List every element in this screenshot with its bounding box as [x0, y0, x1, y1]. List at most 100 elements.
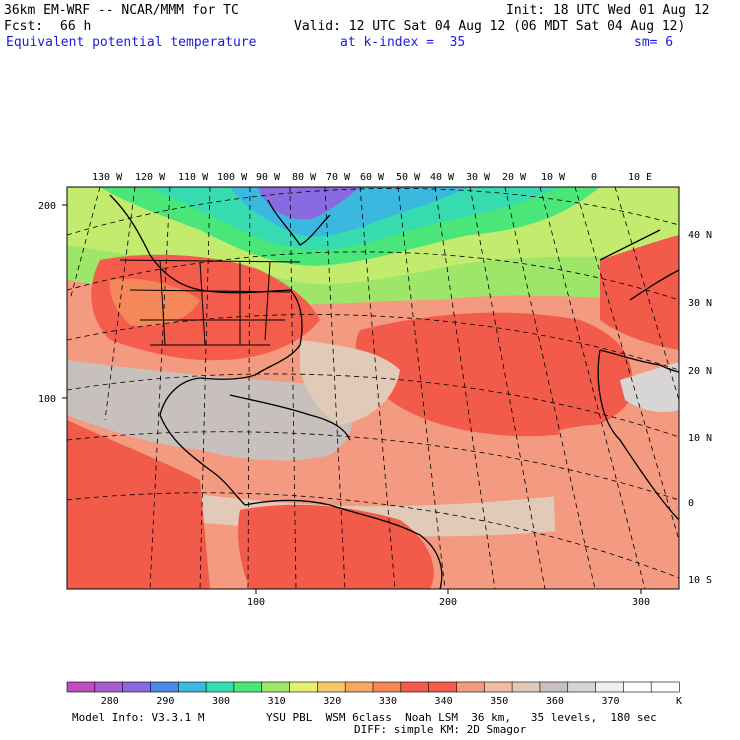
- color-legend-swatch: [66, 681, 96, 693]
- field-shading: [67, 187, 679, 589]
- color-legend-swatch: [372, 681, 402, 693]
- color-legend-label: 310: [268, 696, 286, 707]
- diffusion-info: DIFF: simple KM: 2D Smagor: [354, 723, 527, 736]
- color-legend-swatch: [122, 681, 152, 693]
- color-legend-label: 330: [379, 696, 397, 707]
- longitude-labels: 130 W 120 W 110 W 100 W 90 W 80 W 70 W 6…: [92, 172, 652, 183]
- color-legend-label: 320: [323, 696, 341, 707]
- lon-label: 10 E: [628, 172, 652, 183]
- lon-label: 10 W: [541, 172, 566, 183]
- field-sahara: [620, 362, 679, 412]
- lon-label: 50 W: [396, 172, 421, 183]
- smoothing-value: sm= 6: [634, 35, 674, 50]
- color-legend-label: 350: [490, 696, 508, 707]
- level-index: at k-index = 35: [340, 35, 466, 50]
- color-legend-swatch: [456, 681, 485, 693]
- lon-label: 30 W: [466, 172, 491, 183]
- color-legend-swatch: [205, 681, 235, 693]
- color-legend-swatch: [511, 681, 541, 693]
- lat-label: 10 S: [688, 575, 712, 586]
- latitude-labels: 40 N 30 N 20 N 10 N 0 10 S: [688, 230, 712, 586]
- coastlines: [109, 194, 679, 589]
- meridian-80w: [289, 187, 297, 589]
- field-east-warm: [600, 235, 679, 350]
- lon-label: 130 W: [92, 172, 123, 183]
- meridian-120w: [104, 187, 136, 421]
- lon-label: 100 W: [217, 172, 248, 183]
- color-legend-label: 340: [435, 696, 453, 707]
- color-legend-labels: 280 290 300 310 320 330 340 350 360 370: [101, 696, 620, 707]
- model-title: 36km EM-WRF -- NCAR/MMM for TC: [4, 3, 239, 18]
- meridian-60w: [359, 187, 396, 589]
- us-state-lines: [119, 259, 301, 346]
- map-frame: [66, 186, 680, 590]
- frame-ticks: [62, 204, 642, 594]
- color-legend-label: 360: [546, 696, 564, 707]
- parallel-0: [67, 431, 679, 501]
- color-legend-swatch: [567, 681, 597, 693]
- color-legend-swatch: [177, 681, 207, 693]
- color-legend-swatch: [94, 681, 124, 693]
- lon-label: 60 W: [360, 172, 385, 183]
- africa-coast: [597, 349, 679, 521]
- color-legend-label: 370: [601, 696, 619, 707]
- grid-label-y-200: 200: [38, 201, 56, 212]
- parallel-20n: [67, 314, 679, 371]
- meridian-130w: [69, 187, 101, 301]
- caribbean-islands: [229, 394, 351, 441]
- color-legend-swatch: [539, 681, 569, 693]
- color-legend-swatch: [261, 681, 291, 693]
- parallel-40n: [67, 188, 679, 236]
- lat-label: 0: [688, 498, 694, 509]
- color-legend-swatch: [650, 681, 680, 693]
- color-legend-label: 290: [156, 696, 174, 707]
- europe-coast: [599, 229, 679, 301]
- meridian-110w: [149, 187, 171, 589]
- color-legend-swatch: [344, 681, 374, 693]
- meridian-70w: [324, 187, 346, 589]
- model-info: Model Info: V3.3.1 M: [72, 711, 205, 724]
- color-legend-swatch: [150, 681, 179, 693]
- meridian-20w: [504, 187, 596, 589]
- lon-label: 20 W: [502, 172, 527, 183]
- physics-info: YSU PBL WSM 6class Noah LSM 36 km, 35 le…: [266, 711, 657, 724]
- color-legend-swatch: [623, 681, 652, 693]
- field-name: Equivalent potential temperature: [6, 35, 257, 50]
- parallel-30n: [67, 251, 679, 301]
- color-legend-swatch: [233, 681, 263, 693]
- lon-label: 0: [591, 172, 597, 183]
- color-legend-swatch: [483, 681, 513, 693]
- color-legend-swatch: [289, 681, 318, 693]
- init-time: Init: 18 UTC Wed 01 Aug 12: [506, 3, 710, 18]
- meridian-40w: [434, 187, 496, 589]
- meridian-10e: [614, 187, 679, 401]
- lat-label: 40 N: [688, 230, 712, 241]
- color-legend-unit: K: [676, 696, 682, 707]
- forecast-label: Fcst:: [4, 19, 44, 34]
- forecast-hour: 66 h: [60, 19, 92, 34]
- grid-label-x-200: 200: [439, 597, 457, 608]
- meridian-100w: [199, 187, 211, 589]
- parallel-10n: [67, 373, 679, 438]
- meridian-50w: [397, 187, 446, 589]
- color-legend-label: 300: [212, 696, 230, 707]
- field-south-america: [238, 504, 434, 589]
- lon-label: 40 W: [430, 172, 455, 183]
- lat-label: 20 N: [688, 366, 712, 377]
- lon-label: 80 W: [292, 172, 317, 183]
- field-itcz: [67, 470, 679, 537]
- valid-time: Valid: 12 UTC Sat 04 Aug 12 (06 MDT Sat …: [294, 19, 686, 34]
- hudson-bay: [267, 199, 331, 246]
- lat-label: 30 N: [688, 298, 712, 309]
- field-africa: [554, 424, 679, 589]
- field-gulf-moist: [67, 360, 353, 461]
- lon-label: 110 W: [178, 172, 209, 183]
- color-legend-swatch: [317, 681, 346, 693]
- field-pacific-warm: [67, 420, 210, 589]
- color-legend: [66, 681, 680, 693]
- color-legend-swatch: [400, 681, 430, 693]
- color-legend-swatch: [428, 681, 458, 693]
- grid-label-y-100: 100: [38, 394, 56, 405]
- grid-label-x-100: 100: [247, 597, 265, 608]
- color-legend-swatch: [595, 681, 624, 693]
